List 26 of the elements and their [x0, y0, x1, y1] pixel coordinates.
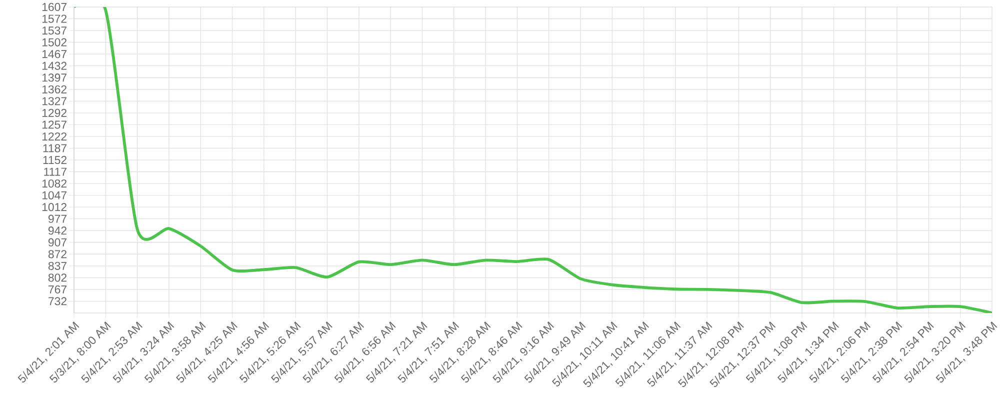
y-tick-label: 1187 — [43, 144, 66, 152]
y-tick-label: 1572 — [42, 14, 66, 23]
y-tick-label: 1257 — [42, 120, 66, 129]
y-tick-label: 1082 — [42, 179, 66, 188]
y-tick-label: 837 — [48, 262, 66, 270]
y-tick-label: 1222 — [42, 132, 66, 140]
y-tick-label: 1012 — [42, 203, 66, 212]
y-tick-label: 732 — [48, 297, 66, 306]
y-tick-label: 872 — [48, 250, 66, 258]
y-tick-label: 1467 — [42, 50, 66, 58]
y-tick-label: 1292 — [42, 108, 66, 117]
y-tick-label: 1537 — [42, 26, 66, 35]
y-tick-label: 1607 — [42, 2, 66, 12]
y-tick-label: 1047 — [42, 191, 66, 200]
y-tick-label: 1152 — [43, 156, 66, 164]
y-tick-label: 977 — [48, 214, 66, 223]
y-tick-label: 767 — [48, 285, 66, 294]
y-tick-label: 1432 — [42, 62, 66, 70]
y-tick-label: 1327 — [42, 97, 66, 106]
y-tick-label: 802 — [48, 274, 66, 282]
y-tick-label: 1362 — [42, 85, 66, 94]
y-tick-label: 1502 — [42, 38, 66, 46]
y-tick-label: 907 — [48, 238, 66, 246]
y-tick-label: 1397 — [42, 74, 66, 82]
y-tick-label: 1117 — [44, 168, 66, 176]
y-tick-label: 942 — [48, 226, 66, 235]
